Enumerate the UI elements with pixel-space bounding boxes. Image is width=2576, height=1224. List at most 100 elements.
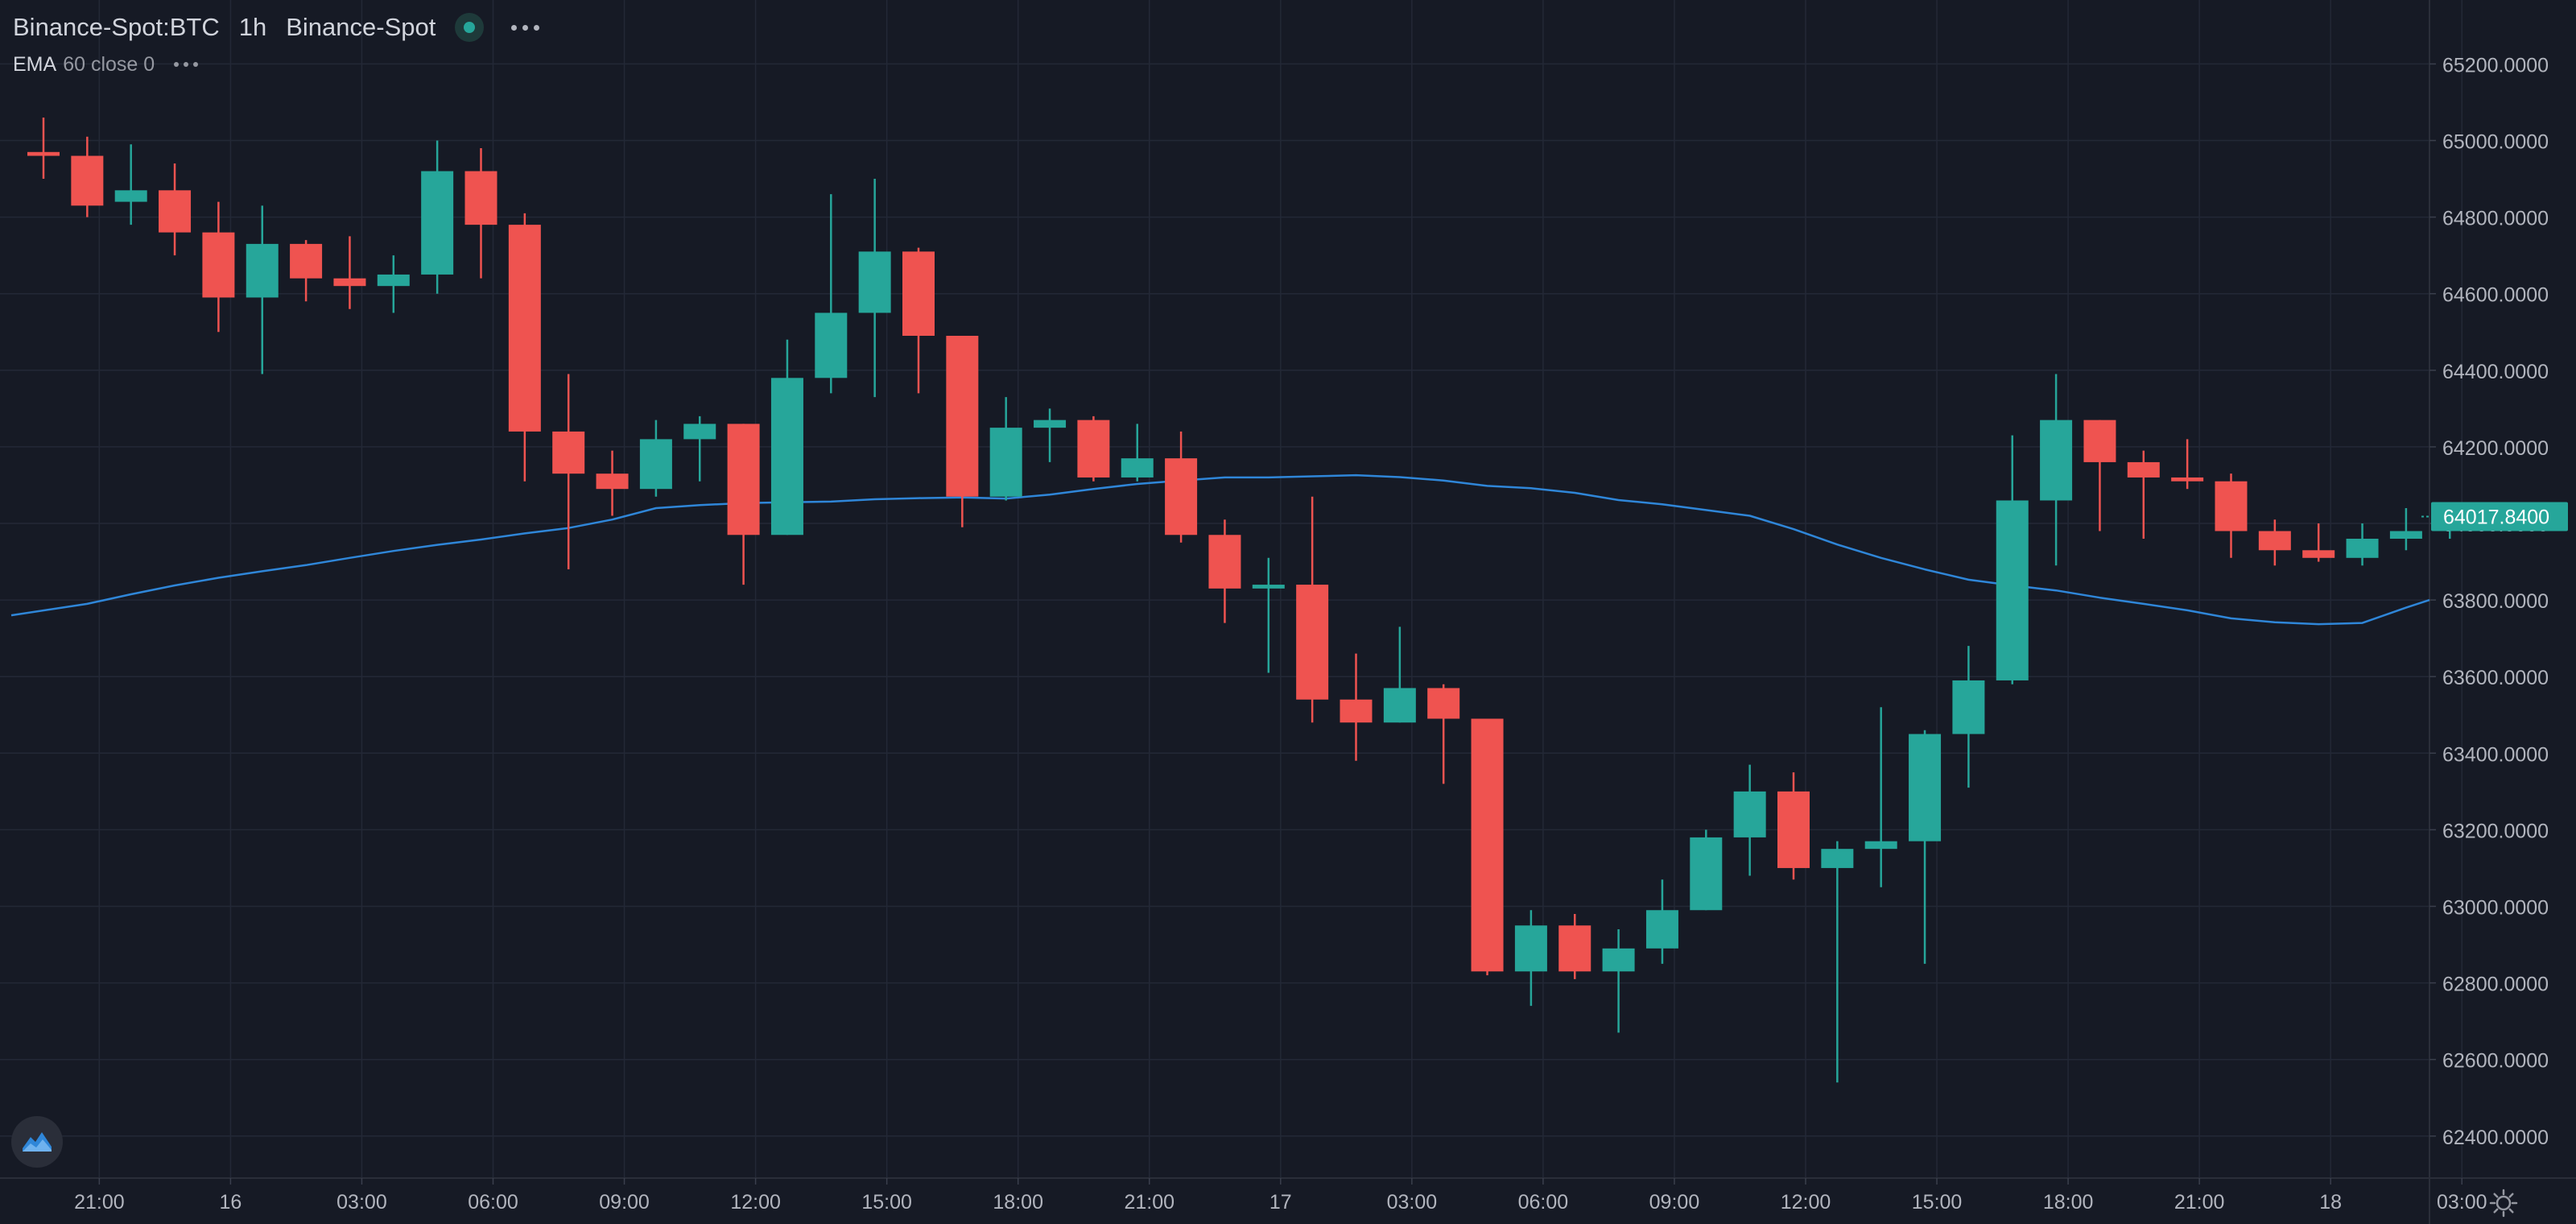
price-tick-label: 65000.0000 [2442, 131, 2549, 154]
grid [0, 0, 2462, 1178]
candle-up [1952, 646, 1985, 788]
gear-icon[interactable] [2487, 1187, 2520, 1219]
candle-body [2083, 420, 2116, 462]
candle-up [114, 144, 147, 225]
more-options-icon[interactable] [508, 22, 543, 34]
time-tick-label: 09:00 [1649, 1191, 1700, 1214]
candle-body [1864, 841, 1897, 850]
candle-body [552, 431, 585, 474]
price-tick-label: 63600.0000 [2442, 667, 2549, 689]
candle-body [1821, 849, 1854, 868]
price-tick-label: 62600.0000 [2442, 1050, 2549, 1073]
candle-up [1252, 557, 1285, 673]
candle-up [1996, 435, 2029, 684]
price-tick-label: 64800.0000 [2442, 208, 2549, 230]
candle-up [1690, 829, 1723, 911]
candle-body [464, 171, 497, 225]
candle-down [290, 240, 323, 302]
candle-body [815, 312, 848, 378]
last-price-label: 64017.8400 [2443, 507, 2549, 529]
price-tick-label: 64400.0000 [2442, 361, 2549, 383]
candle-body [333, 278, 366, 287]
candle-body [1645, 910, 1678, 949]
candle-up [2040, 374, 2073, 566]
indicator-params: 60 close 0 [63, 52, 155, 76]
candle-body [596, 473, 629, 490]
candle-body [727, 424, 760, 536]
interval-label[interactable]: 1h [238, 13, 267, 41]
candle-body [1558, 925, 1591, 972]
price-tick-label: 63400.0000 [2442, 743, 2549, 766]
candle-up [246, 205, 279, 374]
price-tick-label: 63000.0000 [2442, 897, 2549, 920]
candle-body [1252, 585, 1285, 589]
candle-up [683, 416, 716, 482]
candle-body [989, 428, 1022, 497]
price-tick-label: 62400.0000 [2442, 1127, 2549, 1149]
candle-body [2346, 539, 2379, 558]
candle-up [1909, 730, 1942, 964]
candle-body [2302, 550, 2335, 558]
candle-body [1777, 791, 1810, 868]
time-tick-label: 03:00 [336, 1191, 387, 1214]
candle-body [290, 243, 323, 279]
price-tick-label: 64200.0000 [2442, 437, 2549, 460]
candle-body [2215, 481, 2248, 531]
indicator-name[interactable]: EMA [13, 52, 57, 76]
time-tick-label: 15:00 [1912, 1191, 1963, 1214]
price-axis[interactable]: 65200.0000 65000.0000 64800.0000 64600.0000… [2429, 54, 2549, 1149]
candle-down [2171, 439, 2204, 490]
candle-up [377, 255, 410, 313]
candle-body [2258, 531, 2291, 551]
candle-down [1077, 416, 1110, 482]
candle-body [1733, 791, 1766, 837]
indicator-more-options-icon[interactable] [171, 59, 201, 70]
ema-line-layer [10, 473, 2430, 626]
candle-body [2040, 420, 2073, 501]
candle-body [1471, 718, 1504, 972]
candle-up [1121, 424, 1154, 482]
candle-down [2302, 523, 2335, 562]
candle-body [1996, 500, 2029, 680]
ema-line [10, 473, 2430, 626]
indicator-legend: EMA 60 close 0 [13, 50, 201, 79]
candle-body [1427, 688, 1460, 719]
candle-down [464, 148, 497, 279]
candle-body [1121, 458, 1154, 478]
last-price-badge [2431, 502, 2568, 531]
time-tick-label: 18:00 [2043, 1191, 2094, 1214]
candle-body [2389, 531, 2422, 540]
candle-body [1383, 688, 1416, 723]
time-axis[interactable]: 21:00 16 03:00 06:00 09:00 12:00 15:00 18:00 21:… [74, 1178, 2487, 1214]
candle-up [1733, 764, 1766, 876]
candle-up [815, 194, 848, 394]
candle-down [333, 236, 366, 309]
time-tick-label: 06:00 [468, 1191, 518, 1214]
candle-body [1690, 837, 1723, 911]
candle-down [1471, 718, 1504, 976]
candle-up [639, 420, 672, 497]
time-tick-label: 09:00 [599, 1191, 650, 1214]
time-tick-label: 17 [1269, 1191, 1292, 1214]
time-tick-label: 03:00 [1387, 1191, 1438, 1214]
time-tick-label: 18:00 [993, 1191, 1043, 1214]
candle-body [114, 190, 147, 202]
candle-down [27, 117, 60, 180]
candle-down [508, 213, 541, 482]
candle-down [596, 450, 629, 516]
candle-up [1821, 841, 1854, 1083]
candle-down [159, 163, 192, 256]
candle-body [639, 439, 672, 490]
price-tick-label: 63200.0000 [2442, 820, 2549, 842]
candle-body [421, 171, 454, 275]
logo-icon[interactable] [11, 1116, 63, 1168]
time-tick-label: 12:00 [1781, 1191, 1831, 1214]
time-tick-label: 03:00 [2437, 1191, 2487, 1214]
candle-body [1034, 420, 1067, 428]
symbol-label[interactable]: Binance-Spot:BTC [13, 13, 220, 41]
candle-body [902, 251, 935, 337]
candle-body [946, 336, 979, 497]
